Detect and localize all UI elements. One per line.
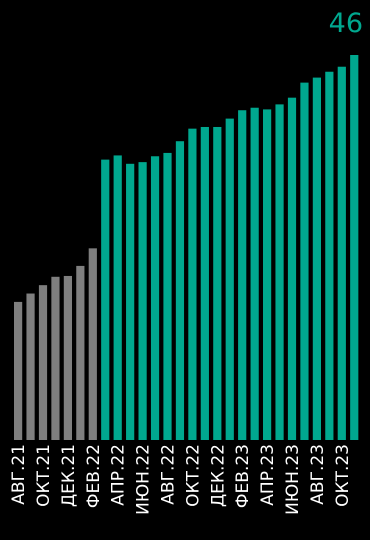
bar-СЕН.23 — [325, 71, 334, 441]
x-tick-label: ОКТ.23 — [333, 444, 353, 507]
bar-ФЕВ.22 — [88, 248, 97, 440]
bar-НОЯ.23 — [350, 55, 359, 440]
x-tick-label: ДЕК.22 — [208, 444, 228, 507]
bar-АПР.22 — [113, 155, 122, 440]
bar-ЯНВ.22 — [76, 265, 85, 440]
bar-ИЮЛ.23 — [300, 82, 309, 441]
x-tick-label: АВГ.22 — [159, 444, 179, 505]
last-value-label: 46 — [328, 8, 363, 39]
bar-ИЮН.23 — [287, 97, 297, 441]
bar-НОЯ.21 — [51, 276, 60, 440]
bar-ИЮЛ.22 — [150, 156, 160, 440]
bar-ИЮН.22 — [138, 162, 147, 440]
bar-ОКТ.22 — [188, 128, 197, 440]
x-tick-label: ИЮН.23 — [283, 444, 303, 515]
x-tick-label: АПР.22 — [109, 444, 129, 506]
x-tick-label: ИЮН.22 — [134, 444, 154, 515]
bar-АПР.23 — [263, 109, 272, 441]
bar-МАР.22 — [101, 159, 110, 440]
x-tick-label: ОКТ.22 — [183, 444, 203, 507]
bar-АВГ.22 — [163, 152, 172, 441]
x-tick-label: ДЕК.21 — [59, 444, 79, 507]
bar-АВГ.23 — [312, 77, 321, 440]
bar-ДЕК.22 — [213, 126, 222, 440]
x-tick-label: ФЕВ.22 — [84, 444, 104, 508]
bar-ЯНВ.23 — [225, 118, 234, 441]
x-tick-label: ФЕВ.23 — [233, 444, 253, 508]
bar-АВГ.21 — [14, 301, 23, 440]
x-tick-label: АВГ.23 — [308, 444, 328, 505]
bar-МАЙ.22 — [126, 163, 135, 441]
x-tick-label: АВГ.21 — [9, 444, 29, 505]
x-tick-label: АПР.23 — [258, 444, 278, 506]
bar-ФЕВ.23 — [238, 110, 247, 441]
bar-МАР.23 — [250, 107, 259, 440]
bar-МАЙ.23 — [275, 104, 284, 440]
bar-СЕН.21 — [26, 293, 35, 440]
bar-НОЯ.22 — [200, 126, 209, 440]
x-tick-label: ОКТ.21 — [34, 444, 54, 507]
bar-ОКТ.23 — [337, 66, 346, 440]
bar-ДЕК.21 — [63, 275, 72, 440]
bar-ОКТ.21 — [38, 285, 48, 440]
bar-СЕН.22 — [175, 141, 185, 440]
